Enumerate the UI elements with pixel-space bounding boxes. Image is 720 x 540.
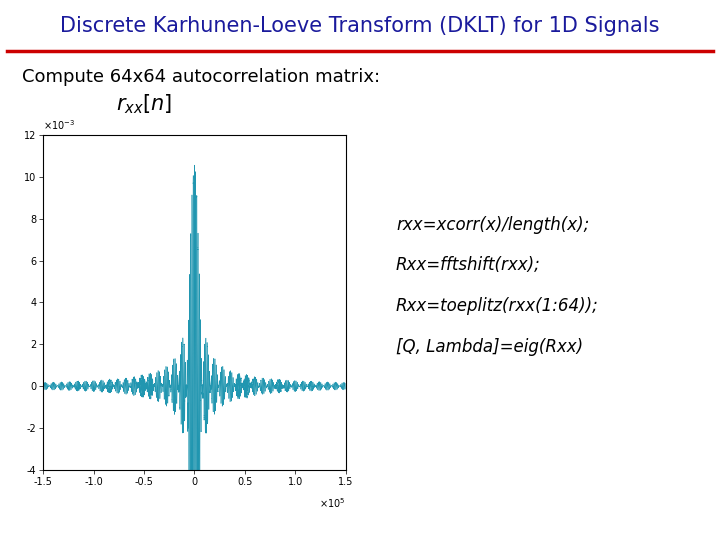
Text: $\times10^{-3}$: $\times10^{-3}$ xyxy=(43,118,76,132)
Text: [Q, Lambda]=eig(Rxx): [Q, Lambda]=eig(Rxx) xyxy=(396,338,583,355)
Text: Rxx=fftshift(rxx);: Rxx=fftshift(rxx); xyxy=(396,256,541,274)
Text: $\times10^{5}$: $\times10^{5}$ xyxy=(319,497,346,510)
Text: Compute 64x64 autocorrelation matrix:: Compute 64x64 autocorrelation matrix: xyxy=(22,68,379,85)
Text: $r_{xx}[n]$: $r_{xx}[n]$ xyxy=(116,92,172,116)
Text: Rxx=toeplitz(rxx(1:64));: Rxx=toeplitz(rxx(1:64)); xyxy=(396,297,599,315)
Text: Discrete Karhunen-Loeve Transform (DKLT) for 1D Signals: Discrete Karhunen-Loeve Transform (DKLT)… xyxy=(60,16,660,36)
Text: rxx=xcorr(x)/length(x);: rxx=xcorr(x)/length(x); xyxy=(396,216,589,234)
